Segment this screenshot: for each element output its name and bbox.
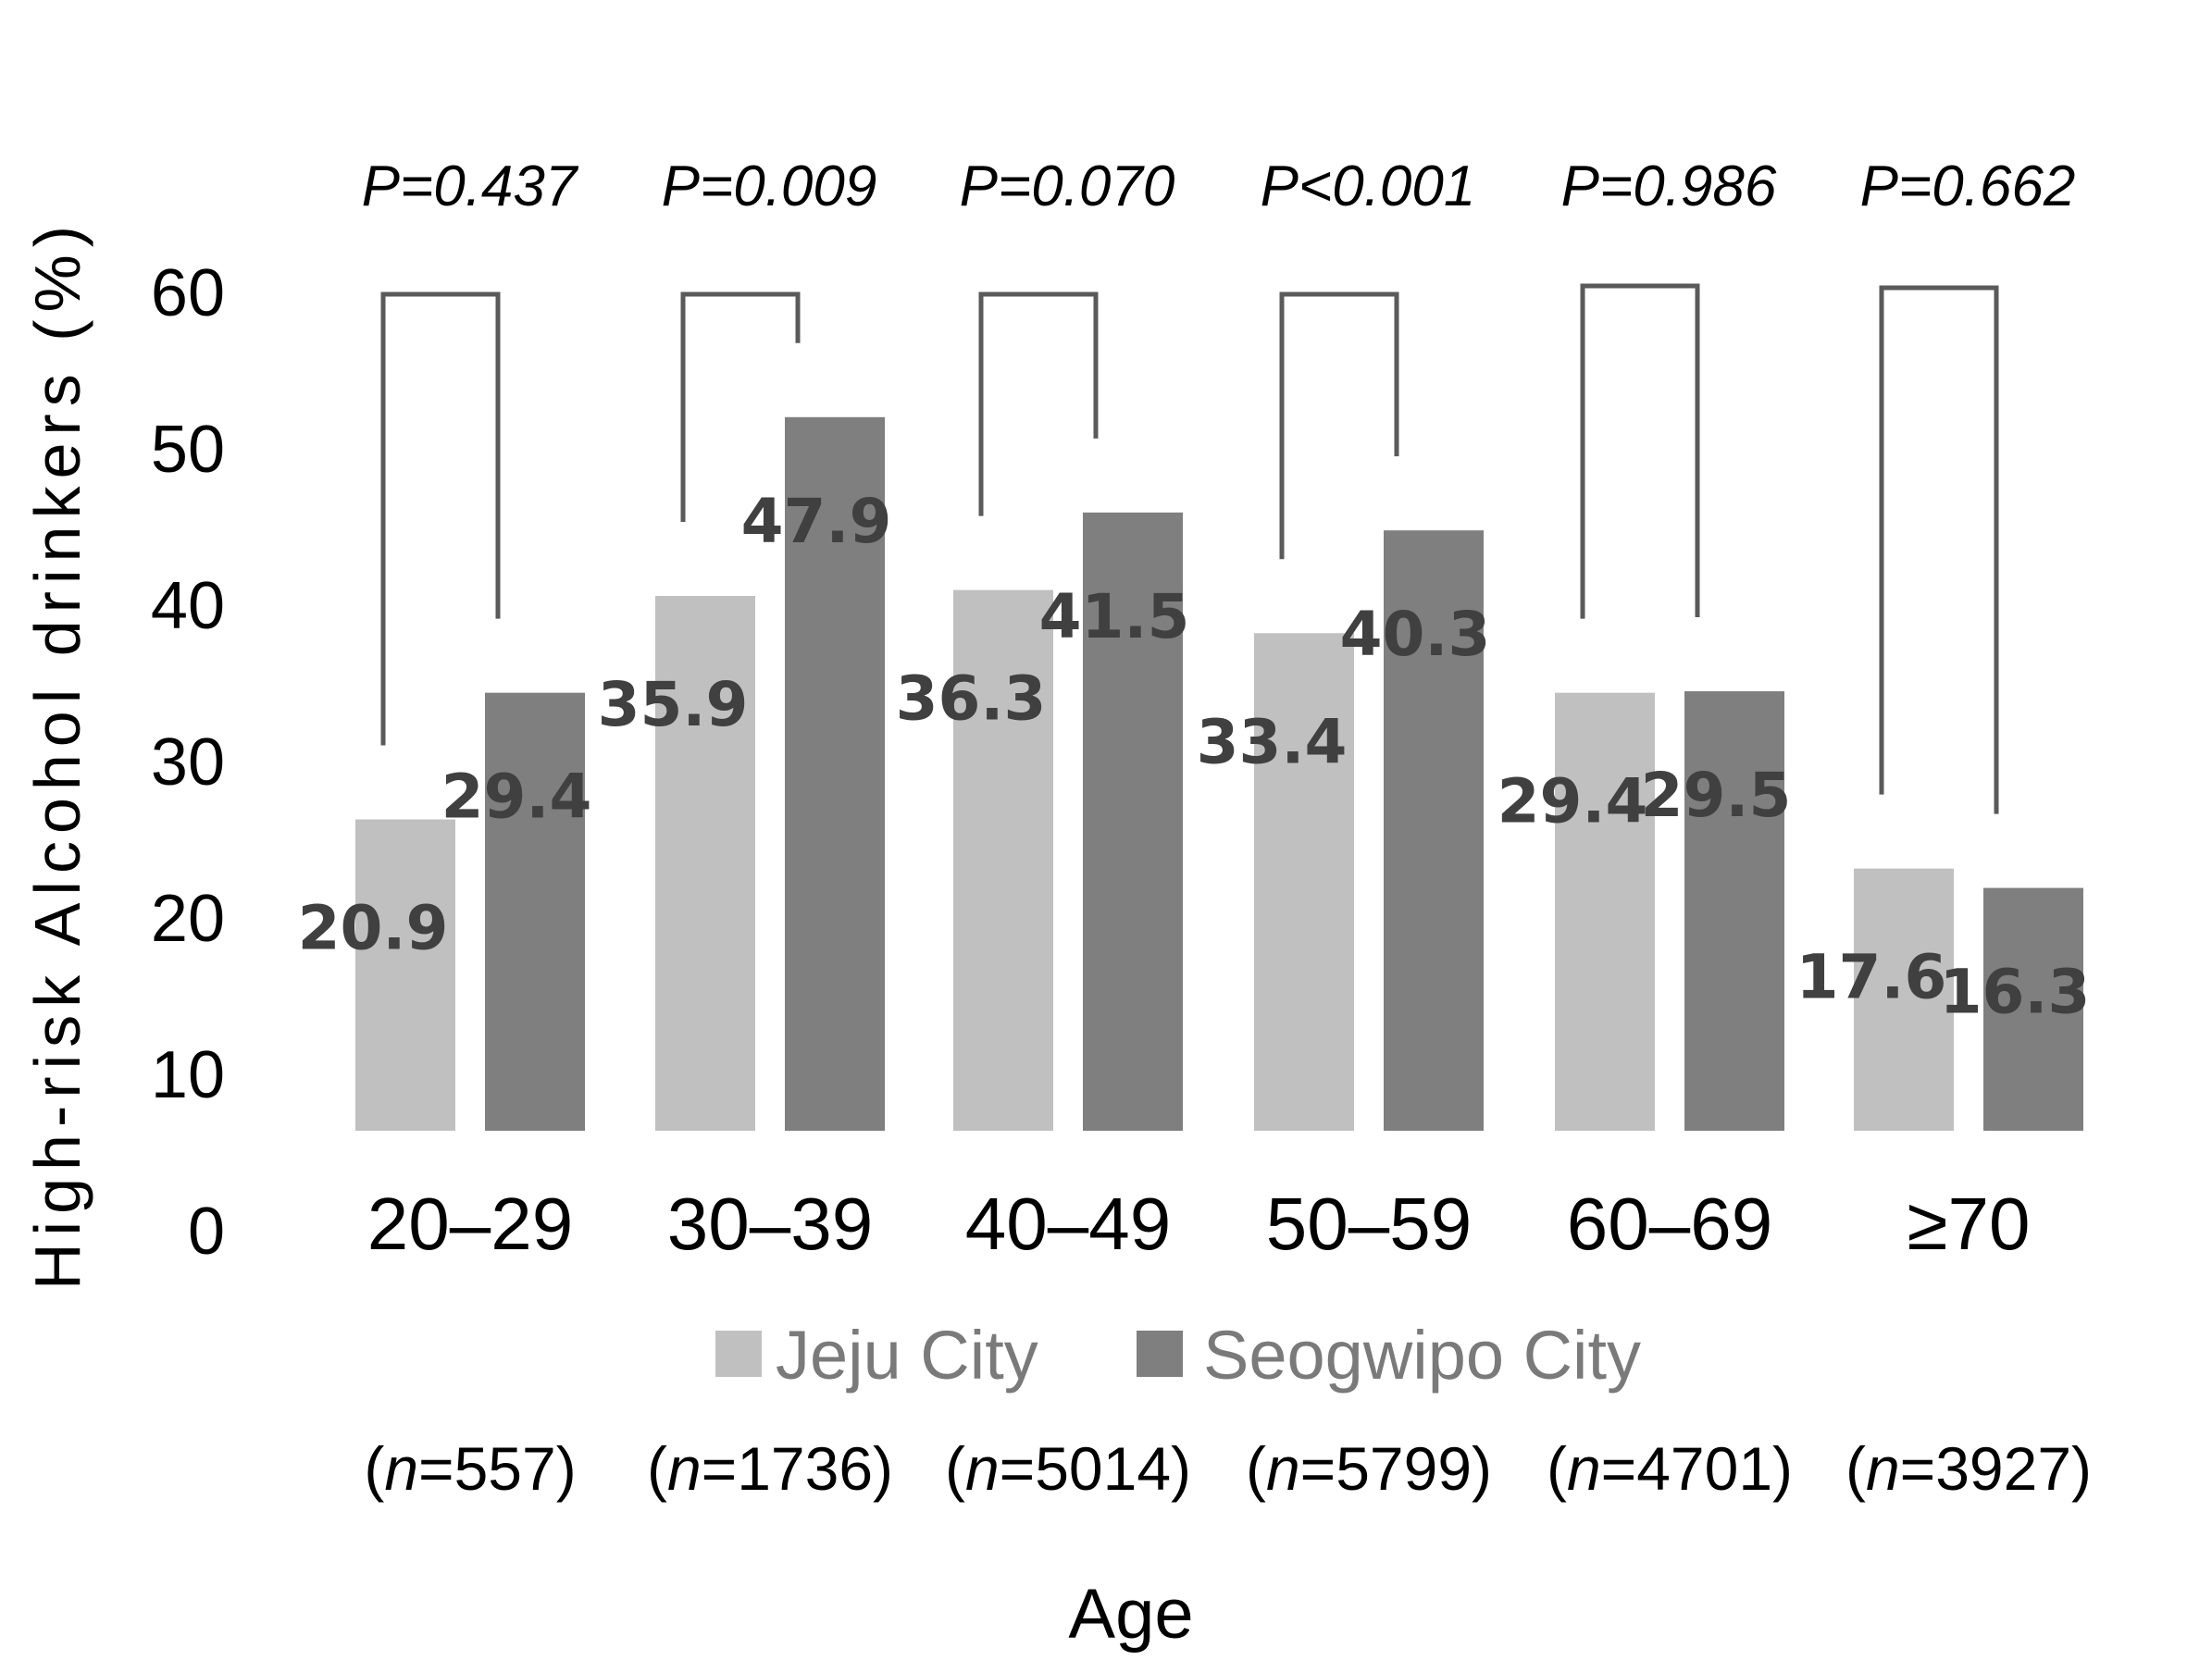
x-axis-title-group: Age [1068,1575,1193,1654]
y-tick-label: 50 [151,413,225,487]
data-label-seogwipo-city: 47.9 [741,486,892,557]
sample-size-label: (n=557) [364,1434,576,1503]
sample-size-n: n [667,1434,702,1503]
bar-jeju-city [355,819,455,1131]
bar-jeju-city [1854,868,1954,1131]
significance-bracket [1580,283,1700,619]
data-label-jeju-city: 17.6 [1796,942,1947,1013]
data-labels: 20.929.435.947.936.341.533.440.329.429.5… [298,486,2091,1028]
sample-size-n: n [1567,1434,1601,1503]
significance-bracket [680,291,801,523]
p-value-label: P=0.662 [1860,155,2076,218]
sample-size-label: (n=4701) [1547,1434,1793,1503]
bar-seogwipo-city [1684,691,1784,1131]
significance-bracket [978,291,1099,516]
data-label-jeju-city: 29.4 [1497,766,1648,837]
p-value-label: P=0.437 [362,155,579,218]
y-axis-ticks: 0 10 20 30 40 50 60 [151,256,225,1269]
significance-bracket [1879,285,1999,814]
sample-size-labels: (n=557) (n=1736) (n=5014) (n=5799) (n=4701)(… [364,1434,2092,1503]
sample-size-open: ( [945,1434,965,1503]
y-axis-title: High-risk Alcohol drinkers (%) [21,218,93,1290]
sample-size-n: n [1866,1434,1900,1503]
bar-jeju-city [1555,692,1655,1131]
legend-label-jeju-city: Jeju City [776,1317,1038,1394]
sample-size-open: ( [1845,1434,1866,1503]
sample-size-value: =5799) [1300,1434,1492,1503]
data-label-seogwipo-city: 29.4 [441,762,592,833]
y-tick-label: 0 [188,1195,225,1269]
bar-seogwipo-city [1384,530,1484,1131]
sample-size-n: n [384,1434,418,1503]
sample-size-open: ( [1246,1434,1266,1503]
sample-size-label: (n=3927) [1845,1434,2092,1503]
significance-bracket [380,291,501,746]
data-label-seogwipo-city: 16.3 [1940,957,2091,1028]
p-value-labels: P=0.437 P=0.009 P=0.070 P<0.001 P=0.986 P=0.6… [362,155,2076,218]
legend: Jeju City Seogwipo City [715,1317,1641,1394]
p-value-label: P<0.001 [1261,155,1476,218]
legend-swatch-jeju-city [715,1331,762,1377]
category-label: 60–69 [1567,1183,1772,1265]
legend-swatch-seogwipo-city [1137,1331,1183,1377]
sample-size-n: n [1266,1434,1300,1503]
bar-jeju-city [953,589,1053,1131]
data-label-seogwipo-city: 40.3 [1340,599,1491,670]
category-labels: 20–29 30–39 40–49 50–59 60–69 ≥70 [367,1183,2031,1265]
sample-size-value: =5014) [1000,1434,1191,1503]
sample-size-value: =3927) [1900,1434,2092,1503]
p-value-label: P=0.986 [1561,155,1777,218]
sample-size-value: =4701) [1601,1434,1793,1503]
legend-label-seogwipo-city: Seogwipo City [1203,1317,1641,1394]
bar-seogwipo-city [1983,887,2083,1131]
sample-size-label: (n=5799) [1246,1434,1492,1503]
y-tick-label: 60 [151,256,225,330]
y-tick-label: 30 [151,725,225,799]
sample-size-open: ( [647,1434,667,1503]
bar-jeju-city [655,596,755,1131]
data-label-seogwipo-city: 29.5 [1641,760,1792,831]
data-label-jeju-city: 20.9 [298,893,449,964]
data-label-jeju-city: 36.3 [896,663,1047,735]
bar-seogwipo-city [485,692,585,1131]
data-label-seogwipo-city: 41.5 [1039,581,1190,652]
significance-brackets [380,283,1999,814]
category-label: 30–39 [667,1183,873,1265]
category-label: 20–29 [367,1183,573,1265]
sample-size-value: =557) [418,1434,577,1503]
bars [355,416,2083,1131]
x-axis-title: Age [1068,1575,1193,1654]
y-axis-title-group: High-risk Alcohol drinkers (%) [21,218,93,1290]
sample-size-n: n [965,1434,1000,1503]
sample-size-label: (n=1736) [647,1434,893,1503]
sample-size-label: (n=5014) [945,1434,1191,1503]
p-value-label: P=0.070 [960,155,1175,218]
sample-size-value: =1736) [702,1434,893,1503]
y-tick-label: 40 [151,569,225,643]
y-tick-label: 20 [151,882,225,956]
bar-seogwipo-city [785,416,885,1131]
p-value-label: P=0.009 [662,155,877,218]
bar-seogwipo-city [1083,512,1183,1131]
y-tick-label: 10 [151,1038,225,1112]
bar-jeju-city [1254,633,1354,1131]
category-label: 40–49 [965,1183,1171,1265]
sample-size-open: ( [364,1434,384,1503]
category-label: ≥70 [1908,1183,2031,1265]
data-label-jeju-city: 33.4 [1197,706,1348,777]
category-label: 50–59 [1266,1183,1472,1265]
data-label-jeju-city: 35.9 [598,669,749,740]
significance-bracket [1279,291,1399,560]
sample-size-open: ( [1547,1434,1567,1503]
